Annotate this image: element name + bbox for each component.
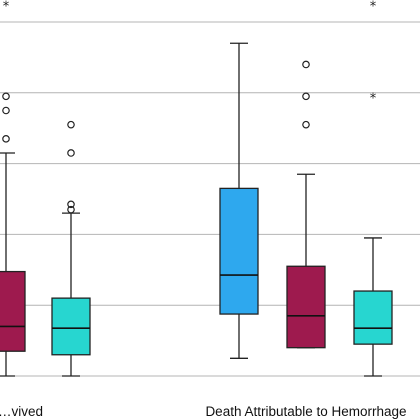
box-iqr [0, 270, 26, 352]
box-iqr [219, 187, 259, 315]
box-plot-series: *** [0, 0, 393, 377]
outlier-point-3 [302, 60, 310, 69]
extreme-point-1: * [370, 91, 377, 106]
category-axis-labels: …vived Death Attributable to Hemorrhage [0, 404, 407, 419]
outlier-point-1 [302, 120, 310, 129]
box-3-blue [219, 42, 259, 359]
box-iqr [353, 290, 393, 345]
category-label-survived: …vived [0, 404, 43, 419]
outlier-point-2 [302, 92, 310, 101]
outlier-point-2 [2, 106, 10, 115]
box-iqr [51, 297, 91, 356]
outlier-point-3 [2, 92, 10, 101]
box-1-magenta: * [0, 0, 26, 377]
outlier-point-3 [67, 149, 75, 157]
category-label-death-hemorrhage: Death Attributable to Hemorrhage [205, 404, 406, 419]
box-2-cyan [51, 120, 91, 377]
outlier-point-1 [67, 205, 75, 214]
box-4-magenta [286, 60, 326, 349]
box-5-cyan: ** [353, 0, 393, 377]
outlier-point-1 [2, 135, 10, 143]
outlier-point-2 [67, 200, 75, 209]
outlier-point-4 [67, 120, 75, 129]
box-iqr [286, 265, 326, 349]
extreme-point-2: * [370, 0, 377, 14]
extreme-point-1: * [3, 0, 10, 14]
